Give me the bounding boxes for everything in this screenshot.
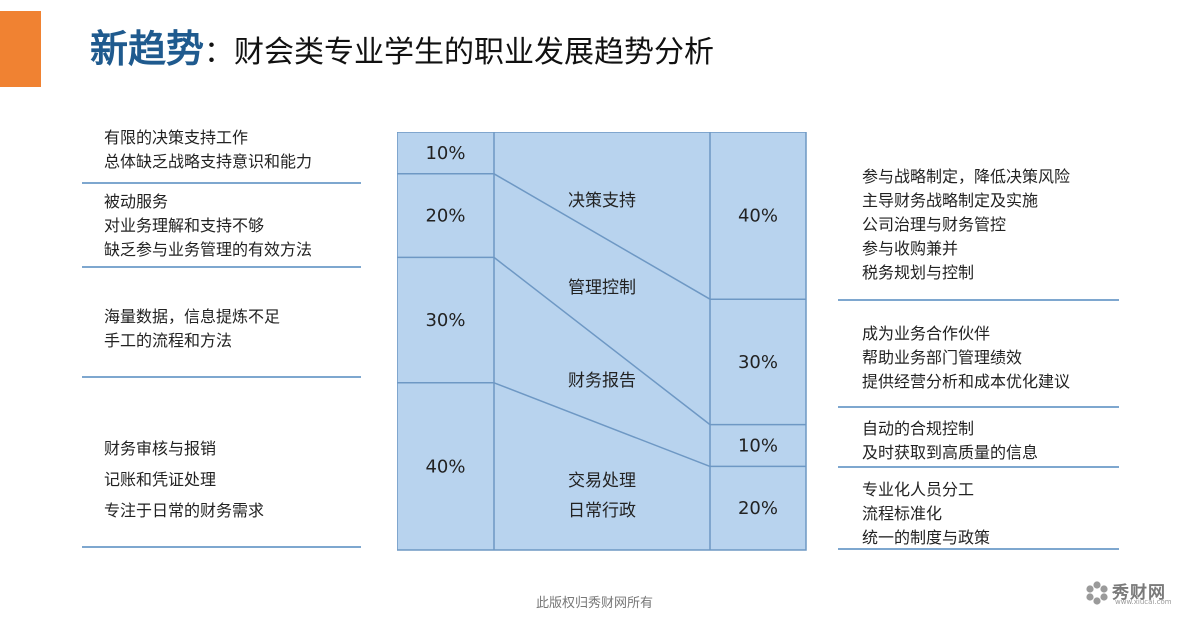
right-divider-4 <box>838 548 1119 550</box>
left-line: 财务审核与报销 <box>104 439 217 458</box>
accent-bar <box>0 11 41 87</box>
brand-logo: 秀财网 www.xiucai.com <box>1084 576 1184 610</box>
transition-line <box>493 173 711 300</box>
middle-label-management-control: 管理控制 <box>568 278 636 298</box>
transition-line <box>493 382 711 468</box>
right-line: 自动的合规控制 <box>862 419 975 438</box>
logo-name: 秀财网 <box>1112 583 1166 603</box>
left-percent-1: 10% <box>425 143 465 164</box>
left-line: 总体缺乏战略支持意识和能力 <box>104 152 313 171</box>
left-divider-1 <box>82 182 361 184</box>
right-line: 帮助业务部门管理绩效 <box>862 348 1023 367</box>
middle-label-decision-support: 决策支持 <box>568 191 636 211</box>
right-group-3: 自动的合规控制 及时获取到高质量的信息 <box>862 417 1038 465</box>
left-line: 记账和凭证处理 <box>104 470 217 489</box>
left-divider-4 <box>82 546 361 548</box>
right-group-1: 参与战略制定，降低决策风险 主导财务战略制定及实施 公司治理与财务管控 参与收购… <box>862 165 1070 285</box>
left-line: 手工的流程和方法 <box>104 331 233 350</box>
right-line: 参与战略制定，降低决策风险 <box>862 167 1071 186</box>
left-line: 缺乏参与业务管理的有效方法 <box>104 240 313 259</box>
right-line: 统一的制度与政策 <box>862 528 991 547</box>
right-line: 专业化人员分工 <box>862 480 975 499</box>
transition-line <box>493 256 711 426</box>
left-group-4: 财务审核与报销 记账和凭证处理 专注于日常的财务需求 <box>104 433 264 526</box>
right-line: 参与收购兼并 <box>862 239 959 258</box>
logo-url: www.xiucai.com <box>1115 598 1172 606</box>
right-group-2: 成为业务合作伙伴 帮助业务部门管理绩效 提供经营分析和成本优化建议 <box>862 322 1070 394</box>
transition-lines <box>493 173 711 468</box>
title-lead: 新趋势 <box>90 27 205 71</box>
right-percent-3: 10% <box>738 436 778 457</box>
copyright-footer: 此版权归秀财网所有 <box>535 596 653 611</box>
left-line: 被动服务 <box>104 192 169 211</box>
left-divider-2 <box>82 266 361 268</box>
right-line: 成为业务合作伙伴 <box>862 324 991 343</box>
right-percent-2: 30% <box>738 352 778 373</box>
left-percent-3: 30% <box>425 310 465 331</box>
flower-logo-icon <box>1086 581 1108 605</box>
middle-label-transaction-processing: 交易处理 <box>568 471 636 491</box>
right-line: 提供经营分析和成本优化建议 <box>862 372 1071 391</box>
right-line: 主导财务战略制定及实施 <box>862 191 1039 210</box>
right-divider-3 <box>838 466 1119 468</box>
right-line: 公司治理与财务管控 <box>862 215 1007 234</box>
right-percent-1: 40% <box>738 206 778 227</box>
title-separator: ： <box>204 35 235 70</box>
left-line: 有限的决策支持工作 <box>104 128 249 147</box>
right-divider-2 <box>838 406 1119 408</box>
left-group-1: 有限的决策支持工作 总体缺乏战略支持意识和能力 <box>104 126 312 174</box>
right-divider-1 <box>838 299 1119 301</box>
page-title: 新趋势：财会类专业学生的职业发展趋势分析 <box>90 18 714 73</box>
right-line: 及时获取到高质量的信息 <box>862 443 1039 462</box>
left-percent-2: 20% <box>425 206 465 227</box>
right-segment-lines <box>710 298 806 468</box>
left-segment-lines <box>397 173 494 384</box>
left-line: 海量数据，信息提炼不足 <box>104 307 281 326</box>
left-divider-3 <box>82 376 361 378</box>
left-percent-4: 40% <box>425 456 465 477</box>
right-percent-4: 20% <box>738 498 778 519</box>
middle-label-financial-reporting: 财务报告 <box>568 371 636 391</box>
left-group-2: 被动服务 对业务理解和支持不够 缺乏参与业务管理的有效方法 <box>104 190 312 262</box>
transition-diagram: 10% 20% 30% 40% 40% 30% 10% 20% 决策支持 管理控… <box>397 132 807 551</box>
right-line: 税务规划与控制 <box>862 263 975 282</box>
middle-label-daily-admin: 日常行政 <box>568 501 636 521</box>
right-group-4: 专业化人员分工 流程标准化 统一的制度与政策 <box>862 478 990 550</box>
right-line: 流程标准化 <box>862 504 943 523</box>
left-line: 对业务理解和支持不够 <box>104 216 265 235</box>
left-line: 专注于日常的财务需求 <box>104 501 265 520</box>
left-group-3: 海量数据，信息提炼不足 手工的流程和方法 <box>104 305 280 353</box>
title-subtitle: 财会类专业学生的职业发展趋势分析 <box>234 35 715 70</box>
